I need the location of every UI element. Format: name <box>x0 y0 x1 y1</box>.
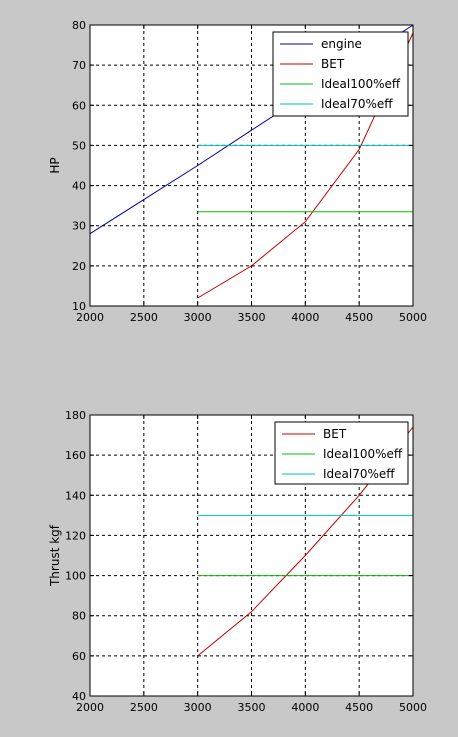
x-tick-label: 4000 <box>291 311 319 324</box>
y-tick-label: 60 <box>72 650 86 663</box>
y-axis-label: Thrust kgf <box>48 524 62 587</box>
y-axis-label: HP <box>48 157 62 173</box>
x-tick-label: 4500 <box>345 701 373 714</box>
x-tick-label: 2000 <box>76 701 104 714</box>
x-tick-label: 4000 <box>291 701 319 714</box>
y-tick-label: 40 <box>72 180 86 193</box>
x-tick-label: 2500 <box>130 701 158 714</box>
y-tick-label: 120 <box>65 529 86 542</box>
x-tick-label: 4500 <box>345 311 373 324</box>
x-tick-label: 3000 <box>184 311 212 324</box>
y-tick-label: 20 <box>72 260 86 273</box>
y-tick-label: 60 <box>72 99 86 112</box>
y-tick-label: 10 <box>72 300 86 313</box>
y-tick-label: 160 <box>65 449 86 462</box>
x-tick-label: 5000 <box>399 311 427 324</box>
legend-entry: Ideal100%eff <box>321 77 401 91</box>
legend: engine BET Ideal100%eff Ideal70%eff <box>272 31 409 117</box>
x-tick-label: 2500 <box>130 311 158 324</box>
legend: BET Ideal100%eff Ideal70%eff <box>274 421 409 485</box>
y-tick-label: 100 <box>65 570 86 583</box>
legend-entry: engine <box>321 37 362 51</box>
legend-entry: BET <box>321 57 345 71</box>
y-tick-label: 180 <box>65 409 86 422</box>
x-tick-label: 2000 <box>76 311 104 324</box>
y-tick-label: 30 <box>72 220 86 233</box>
y-tick-label: 50 <box>72 139 86 152</box>
x-tick-label: 3500 <box>238 701 266 714</box>
y-tick-label: 140 <box>65 489 86 502</box>
x-tick-label: 5000 <box>399 701 427 714</box>
legend-entry: Ideal100%eff <box>323 447 403 461</box>
chart-1: 2000 2500 3000 3500 4000 4500 5000 10 20 30 40 50 60… <box>48 19 427 324</box>
legend-entry: Ideal70%eff <box>323 467 395 481</box>
y-tick-label: 40 <box>72 690 86 703</box>
x-tick-label: 3500 <box>238 311 266 324</box>
y-tick-label: 80 <box>72 610 86 623</box>
legend-box <box>272 31 409 117</box>
x-tick-label: 3000 <box>184 701 212 714</box>
legend-entry: Ideal70%eff <box>321 97 393 111</box>
legend-entry: BET <box>323 427 347 441</box>
y-tick-label: 70 <box>72 59 86 72</box>
chart-2: 2000 2500 3000 3500 4000 4500 5000 40 60 80 100 120… <box>48 409 427 714</box>
y-tick-label: 80 <box>72 19 86 32</box>
